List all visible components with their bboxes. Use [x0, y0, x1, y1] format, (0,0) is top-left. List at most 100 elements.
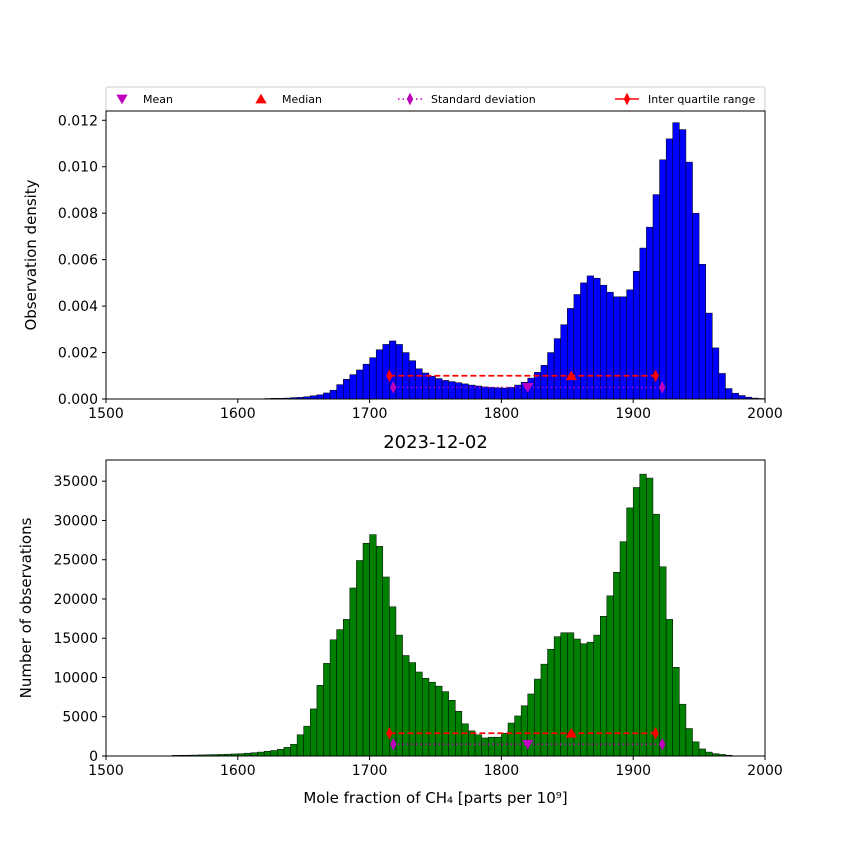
x-tick-label: 1600 [220, 406, 256, 422]
histogram-bar [520, 705, 529, 757]
count-histogram-panel: 1500 1600 1700 1800 1900 20000500010000150002… [17, 432, 783, 807]
x-tick-label: 2000 [747, 406, 783, 422]
density-bars [263, 122, 766, 400]
histogram-bar [455, 382, 463, 400]
histogram-bar [692, 212, 700, 400]
histogram-bar [487, 387, 496, 400]
median-marker [565, 370, 577, 381]
histogram-bar [606, 595, 614, 757]
histogram-bar [679, 703, 687, 757]
axes-frame [105, 459, 766, 757]
histogram-bar [553, 636, 561, 757]
histogram-bar [461, 723, 469, 757]
histogram-bar [362, 363, 370, 400]
legend-marker [623, 92, 631, 106]
histogram-bar [639, 473, 647, 757]
histogram-bar [672, 667, 680, 757]
histogram-bar [679, 129, 687, 400]
histogram-bar [336, 629, 344, 757]
inter-quartile-range-marker [386, 369, 393, 383]
axes-frame [105, 110, 766, 400]
y-tick-label: 0.002 [58, 346, 98, 362]
histogram-bar [329, 389, 337, 400]
x-tick-label: 1700 [352, 763, 388, 779]
histogram-bar [290, 743, 298, 757]
y-tick-label: 5000 [62, 710, 98, 726]
histogram-bar [474, 734, 482, 757]
histogram-bar [435, 378, 443, 400]
histogram-bar [415, 671, 423, 757]
histogram-bar [580, 643, 588, 757]
histogram-bar [725, 388, 733, 400]
count-bars [171, 473, 733, 757]
histogram-bar [323, 663, 331, 757]
legend-label: Mean [143, 93, 173, 106]
histogram-bar [494, 736, 502, 757]
histogram-bar [698, 264, 706, 400]
histogram-bar [303, 725, 311, 757]
histogram-bar [501, 387, 509, 400]
y-tick-label: 0.008 [58, 206, 98, 222]
histogram-bar [283, 747, 291, 757]
density-statistics [386, 369, 666, 394]
legend-marker [116, 94, 128, 105]
standard-deviation-marker [658, 380, 666, 394]
histogram-bar [441, 691, 449, 757]
histogram-bar [580, 282, 588, 400]
histogram-bar [349, 587, 357, 757]
histogram-bar [507, 722, 515, 757]
histogram-bar [369, 534, 377, 757]
x-axis-label: Mole fraction of CH₄ [parts per 10⁹] [303, 789, 567, 807]
histogram-bar [560, 324, 568, 400]
histogram-bar [600, 284, 608, 400]
mean-marker [522, 382, 534, 393]
histogram-bar [316, 394, 324, 400]
histogram-bar [705, 312, 713, 400]
histogram-bar [369, 357, 377, 400]
y-axis-label: Number of observations [17, 517, 35, 698]
legend-label: Standard deviation [431, 93, 536, 106]
histogram-bar [626, 289, 634, 400]
histogram-bar [329, 639, 337, 757]
legend-marker [255, 93, 267, 104]
x-tick-label: 1500 [88, 406, 124, 422]
histogram-bar [375, 546, 384, 757]
legend-label: Inter quartile range [648, 93, 755, 106]
histogram-bar [685, 161, 693, 400]
histogram-bar [310, 708, 318, 757]
histogram-bar [441, 380, 449, 400]
density-histogram-panel: 1500 1600 1700 1800 1900 2000 0.000 0.002 0.004 0… [22, 110, 783, 422]
histogram-bar [395, 344, 403, 400]
histogram-bar [698, 748, 706, 757]
histogram-bar [481, 737, 489, 757]
x-tick-label: 1700 [352, 406, 388, 422]
histogram-bar [402, 655, 410, 757]
y-tick-label: 10000 [53, 670, 98, 686]
histogram-bar [494, 387, 502, 400]
histogram-bar [692, 741, 700, 757]
inter-quartile-range-marker [386, 726, 393, 740]
mean-marker [522, 739, 534, 750]
histogram-bar [323, 392, 331, 400]
histogram-bar [547, 648, 555, 757]
histogram-bar [619, 296, 627, 400]
standard-deviation-marker [658, 737, 666, 751]
histogram-bar [567, 308, 575, 400]
histogram-bar [646, 477, 654, 757]
histogram-bar [461, 383, 469, 400]
histogram-bar [600, 615, 608, 757]
histogram-bar [448, 381, 456, 400]
histogram-bar [296, 734, 304, 757]
histogram-bar [738, 395, 746, 400]
histogram-bar [263, 751, 272, 757]
histogram-bar [606, 291, 614, 400]
histogram-bar [336, 384, 344, 400]
histogram-bar [408, 662, 416, 757]
histogram-bar [481, 386, 489, 400]
histogram-bar [652, 513, 660, 757]
histogram-bar [356, 369, 364, 400]
histogram-bar [375, 349, 384, 400]
legend-label: Median [282, 93, 322, 106]
count-statistics [386, 726, 666, 751]
